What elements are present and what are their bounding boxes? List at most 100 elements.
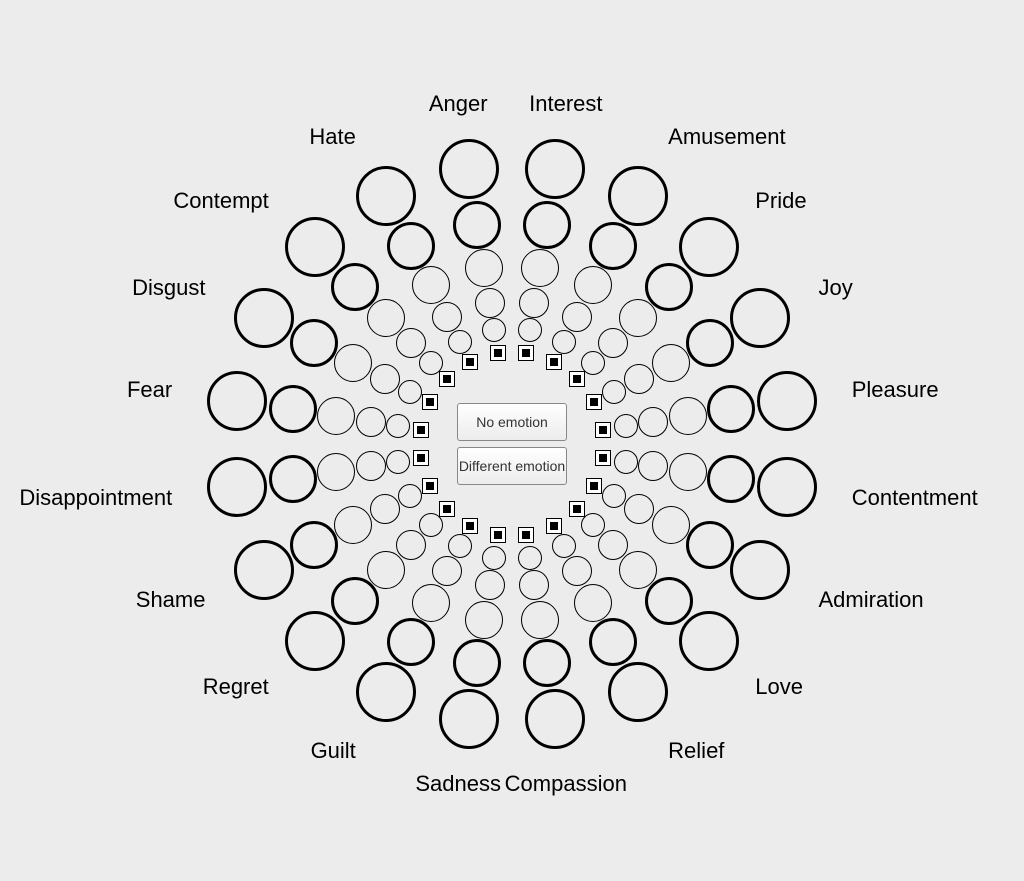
emotion-checkbox-pride[interactable] [569,371,585,387]
emotion-level-joy-4[interactable] [686,319,734,367]
emotion-level-guilt-1[interactable] [448,534,472,558]
emotion-level-sadness-1[interactable] [482,546,506,570]
emotion-level-sadness-2[interactable] [475,570,505,600]
emotion-level-disappointment-2[interactable] [356,451,386,481]
emotion-level-guilt-3[interactable] [412,584,450,622]
emotion-level-fear-1[interactable] [386,414,410,438]
emotion-level-disgust-5[interactable] [234,288,294,348]
emotion-level-disgust-4[interactable] [290,319,338,367]
emotion-checkbox-amusement[interactable] [546,354,562,370]
emotion-level-pride-4[interactable] [645,263,693,311]
emotion-level-relief-3[interactable] [574,584,612,622]
emotion-level-pleasure-3[interactable] [669,397,707,435]
emotion-level-contempt-4[interactable] [331,263,379,311]
emotion-level-joy-2[interactable] [624,364,654,394]
emotion-level-hate-3[interactable] [412,266,450,304]
emotion-level-pride-2[interactable] [598,328,628,358]
emotion-level-amusement-4[interactable] [589,222,637,270]
emotion-level-admiration-1[interactable] [602,484,626,508]
emotion-level-contentment-4[interactable] [707,455,755,503]
emotion-level-guilt-2[interactable] [432,556,462,586]
emotion-level-regret-3[interactable] [367,551,405,589]
emotion-level-contentment-3[interactable] [669,453,707,491]
emotion-level-fear-4[interactable] [269,385,317,433]
emotion-level-relief-2[interactable] [562,556,592,586]
emotion-level-contempt-1[interactable] [419,351,443,375]
emotion-level-shame-4[interactable] [290,521,338,569]
emotion-level-hate-1[interactable] [448,330,472,354]
emotion-level-interest-2[interactable] [519,288,549,318]
emotion-level-amusement-2[interactable] [562,302,592,332]
emotion-checkbox-anger[interactable] [490,345,506,361]
emotion-level-disgust-3[interactable] [334,344,372,382]
emotion-level-amusement-5[interactable] [608,166,668,226]
emotion-level-pride-1[interactable] [581,351,605,375]
emotion-checkbox-fear[interactable] [413,422,429,438]
emotion-level-interest-5[interactable] [525,139,585,199]
emotion-level-disappointment-1[interactable] [386,450,410,474]
emotion-level-compassion-1[interactable] [518,546,542,570]
emotion-level-admiration-4[interactable] [686,521,734,569]
emotion-level-compassion-5[interactable] [525,689,585,749]
emotion-level-interest-1[interactable] [518,318,542,342]
emotion-level-hate-4[interactable] [387,222,435,270]
emotion-level-relief-5[interactable] [608,662,668,722]
emotion-level-sadness-4[interactable] [453,639,501,687]
emotion-level-fear-5[interactable] [207,371,267,431]
no-emotion-button[interactable]: No emotion [457,403,567,441]
emotion-level-fear-2[interactable] [356,407,386,437]
emotion-level-disappointment-3[interactable] [317,453,355,491]
emotion-level-pride-3[interactable] [619,299,657,337]
emotion-checkbox-joy[interactable] [586,394,602,410]
emotion-level-compassion-4[interactable] [523,639,571,687]
emotion-level-guilt-5[interactable] [356,662,416,722]
emotion-level-relief-1[interactable] [552,534,576,558]
emotion-level-joy-3[interactable] [652,344,690,382]
emotion-checkbox-regret[interactable] [439,501,455,517]
emotion-level-contentment-2[interactable] [638,451,668,481]
emotion-level-anger-4[interactable] [453,201,501,249]
emotion-level-pleasure-5[interactable] [757,371,817,431]
emotion-level-relief-4[interactable] [589,618,637,666]
emotion-level-anger-1[interactable] [482,318,506,342]
emotion-level-sadness-5[interactable] [439,689,499,749]
emotion-level-admiration-3[interactable] [652,506,690,544]
emotion-level-contempt-5[interactable] [285,217,345,277]
emotion-level-contentment-5[interactable] [757,457,817,517]
emotion-checkbox-contentment[interactable] [595,450,611,466]
emotion-level-interest-4[interactable] [523,201,571,249]
emotion-level-hate-5[interactable] [356,166,416,226]
emotion-level-anger-5[interactable] [439,139,499,199]
emotion-checkbox-contempt[interactable] [439,371,455,387]
emotion-level-interest-3[interactable] [521,249,559,287]
emotion-checkbox-disappointment[interactable] [413,450,429,466]
different-emotion-button[interactable]: Different emotion [457,447,567,485]
emotion-level-compassion-3[interactable] [521,601,559,639]
emotion-level-pleasure-2[interactable] [638,407,668,437]
emotion-level-contempt-3[interactable] [367,299,405,337]
emotion-level-admiration-5[interactable] [730,540,790,600]
emotion-level-amusement-1[interactable] [552,330,576,354]
emotion-level-regret-4[interactable] [331,577,379,625]
emotion-checkbox-hate[interactable] [462,354,478,370]
emotion-level-sadness-3[interactable] [465,601,503,639]
emotion-level-fear-3[interactable] [317,397,355,435]
emotion-checkbox-interest[interactable] [518,345,534,361]
emotion-level-regret-5[interactable] [285,611,345,671]
emotion-level-love-5[interactable] [679,611,739,671]
emotion-level-joy-1[interactable] [602,380,626,404]
emotion-level-anger-2[interactable] [475,288,505,318]
emotion-level-contentment-1[interactable] [614,450,638,474]
emotion-checkbox-compassion[interactable] [518,527,534,543]
emotion-level-disgust-1[interactable] [398,380,422,404]
emotion-checkbox-admiration[interactable] [586,478,602,494]
emotion-level-shame-5[interactable] [234,540,294,600]
emotion-checkbox-sadness[interactable] [490,527,506,543]
emotion-level-joy-5[interactable] [730,288,790,348]
emotion-checkbox-love[interactable] [569,501,585,517]
emotion-level-amusement-3[interactable] [574,266,612,304]
emotion-level-shame-2[interactable] [370,494,400,524]
emotion-checkbox-relief[interactable] [546,518,562,534]
emotion-level-love-4[interactable] [645,577,693,625]
emotion-level-guilt-4[interactable] [387,618,435,666]
